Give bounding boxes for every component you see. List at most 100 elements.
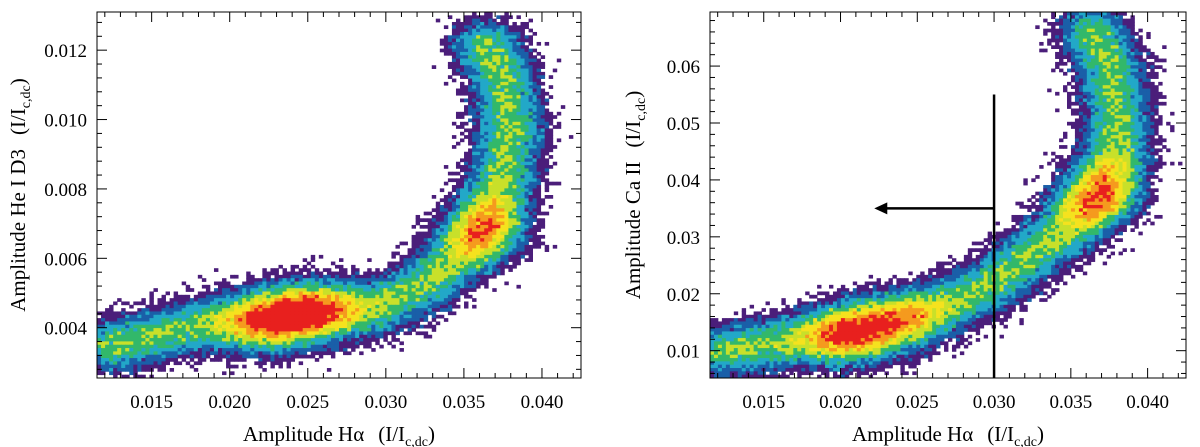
- heatmap-cell: [476, 248, 481, 252]
- heatmap-cell: [1094, 118, 1100, 123]
- heatmap-cell: [375, 268, 380, 272]
- heatmap-cell: [480, 131, 485, 136]
- heatmap-cell: [177, 308, 183, 312]
- heatmap-cell: [520, 181, 525, 186]
- heatmap-cell: [504, 128, 509, 133]
- heatmap-cell: [1082, 95, 1088, 99]
- heatmap-cell: [226, 304, 231, 309]
- heatmap-cell: [278, 358, 283, 362]
- heatmap-cell: [492, 85, 497, 89]
- heatmap-cell: [464, 221, 469, 226]
- heatmap-cell: [1102, 45, 1108, 49]
- heatmap-cell: [1102, 28, 1108, 33]
- heatmap-cell: [1130, 58, 1135, 63]
- heatmap-cell: [472, 264, 477, 269]
- heatmap-cell: [326, 291, 332, 296]
- heatmap-cell: [492, 168, 497, 173]
- heatmap-cell: [133, 364, 138, 369]
- heatmap-cell: [1078, 88, 1084, 93]
- heatmap-cell: [1067, 98, 1072, 103]
- heatmap-cell: [419, 281, 425, 286]
- heatmap-cell: [540, 155, 546, 159]
- heatmap-cell: [1114, 35, 1119, 40]
- heatmap-cell: [310, 334, 316, 339]
- heatmap-cell: [1098, 115, 1104, 119]
- heatmap-cell: [129, 321, 134, 326]
- heatmap-cell: [270, 361, 275, 366]
- heatmap-cell: [201, 304, 207, 309]
- heatmap-cell: [1134, 75, 1139, 79]
- heatmap-cell: [468, 191, 473, 196]
- heatmap-cell: [322, 281, 328, 286]
- heatmap-cell: [1078, 141, 1084, 146]
- heatmap-cell: [254, 361, 259, 366]
- heatmap-cell: [464, 268, 469, 272]
- heatmap-cell: [387, 261, 392, 266]
- heatmap-cell: [1114, 71, 1119, 76]
- heatmap-cell: [387, 288, 392, 292]
- heatmap-cell: [218, 318, 223, 322]
- heatmap-cell: [468, 244, 473, 249]
- heatmap-cell: [326, 304, 332, 309]
- heatmap-cell: [472, 115, 477, 119]
- heatmap-cell: [415, 231, 421, 236]
- heatmap-cell: [464, 31, 469, 36]
- heatmap-cell: [464, 85, 469, 89]
- heatmap-cell: [532, 148, 538, 153]
- heatmap-cell: [1067, 45, 1072, 49]
- heatmap-cell: [435, 18, 441, 23]
- heatmap-cell: [496, 218, 501, 223]
- heatmap-cell: [314, 344, 320, 349]
- heatmap-cell: [524, 68, 529, 73]
- heatmap-cell: [476, 281, 481, 286]
- heatmap-cell: [205, 308, 211, 312]
- heatmap-cell: [399, 288, 404, 292]
- heatmap-cell: [407, 328, 412, 332]
- heatmap-cell: [1094, 98, 1100, 103]
- heatmap-cell: [246, 348, 251, 352]
- heatmap-cell: [1126, 128, 1131, 133]
- heatmap-cell: [1051, 38, 1056, 43]
- heatmap-cell: [1094, 25, 1100, 30]
- heatmap-cell: [1134, 98, 1139, 103]
- heatmap-cell: [1067, 101, 1072, 106]
- heatmap-cell: [322, 348, 328, 352]
- heatmap-cell: [460, 21, 465, 26]
- heatmap-cell: [1130, 18, 1135, 23]
- heatmap-cell: [290, 354, 296, 359]
- heatmap-cell: [125, 318, 130, 322]
- heatmap-cell: [1146, 71, 1151, 76]
- heatmap-cell: [205, 314, 211, 319]
- heatmap-cell: [484, 138, 489, 143]
- heatmap-cell: [516, 108, 521, 113]
- heatmap-cell: [286, 354, 291, 359]
- heatmap-cell: [209, 308, 215, 312]
- heatmap-cell: [560, 105, 566, 109]
- heatmap-cell: [1158, 135, 1163, 139]
- heatmap-cell: [101, 311, 106, 316]
- heatmap-cell: [443, 254, 449, 259]
- heatmap-cell: [524, 105, 529, 109]
- heatmap-cell: [488, 208, 493, 213]
- heatmap-cell: [468, 95, 473, 99]
- heatmap-cell: [391, 291, 396, 296]
- heatmap-cell: [536, 244, 542, 249]
- heatmap-cell: [472, 168, 477, 173]
- heatmap-cell: [306, 274, 312, 279]
- heatmap-cell: [524, 98, 529, 103]
- heatmap-cell: [205, 328, 211, 332]
- heatmap-cell: [343, 341, 348, 346]
- heatmap-cell: [306, 261, 312, 266]
- heatmap-cell: [314, 271, 320, 276]
- heatmap-cell: [504, 181, 509, 186]
- heatmap-cell: [512, 248, 517, 252]
- heatmap-cell: [1090, 21, 1096, 26]
- heatmap-cell: [516, 115, 521, 119]
- heatmap-cell: [177, 318, 183, 322]
- heatmap-cell: [447, 75, 453, 79]
- heatmap-cell: [492, 105, 497, 109]
- heatmap-cell: [181, 301, 187, 306]
- heatmap-cell: [520, 201, 525, 206]
- heatmap-cell: [121, 334, 126, 339]
- heatmap-cell: [149, 311, 154, 316]
